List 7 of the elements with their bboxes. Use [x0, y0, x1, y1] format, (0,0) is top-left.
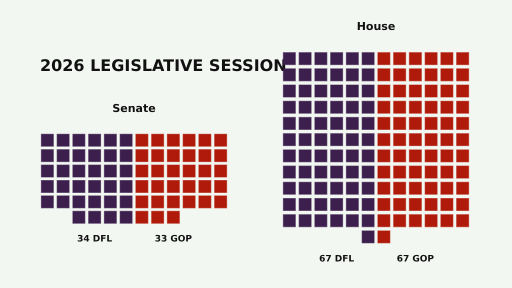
data-label: 67 GOP	[396, 254, 434, 264]
text: House	[356, 20, 396, 33]
data-label: 33 GOP	[154, 234, 192, 244]
data-label: 34 DFL	[77, 234, 112, 244]
data-label: 67 DFL	[319, 254, 354, 264]
text: 2026 LEGISLATIVE SESSION	[40, 56, 288, 75]
text: Senate	[111, 102, 157, 115]
